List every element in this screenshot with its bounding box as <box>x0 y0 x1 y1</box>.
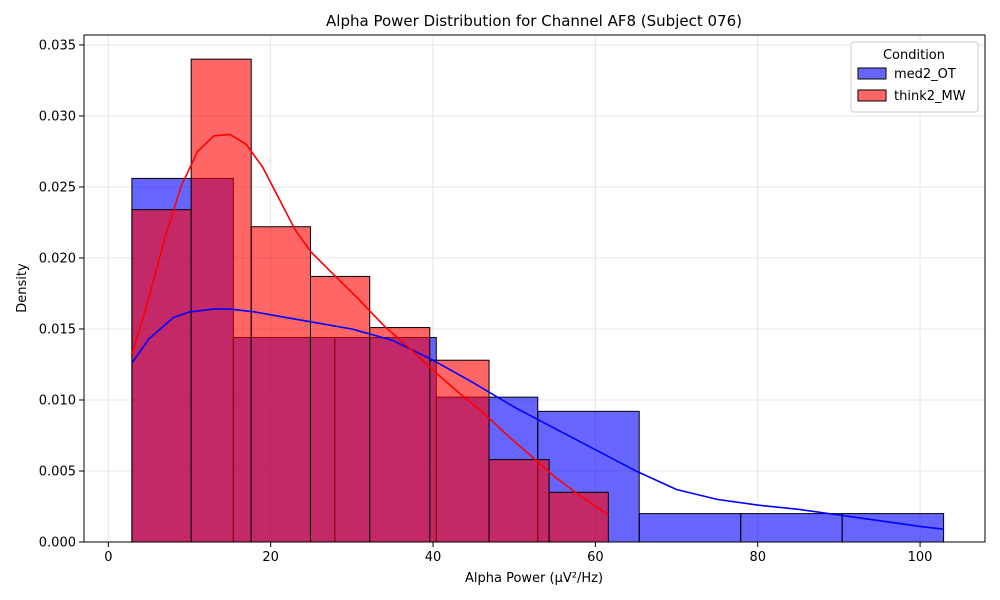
bar-think2-mw <box>429 359 490 543</box>
bars-layer <box>131 58 945 543</box>
y-tick-label: 0.015 <box>39 322 76 337</box>
x-tick-label: 100 <box>908 550 933 565</box>
x-tick-label: 80 <box>749 550 766 565</box>
legend-swatch-med2-ot <box>857 67 887 80</box>
legend-label-think2-mw: think2_MW <box>894 89 966 104</box>
x-tick-label: 60 <box>587 550 604 565</box>
kde-line-think2-mw <box>131 133 609 516</box>
legend-swatch-think2-mw <box>857 89 887 102</box>
legend-label-med2-ot: med2_OT <box>894 67 956 82</box>
axes-layer: 0 20 40 60 80 100 0.000 0.005 0.010 0.015 0.020 0.0… <box>39 38 933 565</box>
y-tick-label: 0.010 <box>39 393 76 408</box>
legend: Condition med2_OT think2_MW <box>850 41 979 113</box>
kde-line-med2-ot <box>131 308 944 530</box>
y-tick-label: 0.020 <box>39 251 76 266</box>
bar-think2-mw <box>190 58 252 543</box>
y-tick-label: 0.030 <box>39 109 76 124</box>
bar-think2-mw <box>369 327 431 543</box>
kde-layer <box>131 133 944 530</box>
bar-think2-mw <box>488 459 550 543</box>
legend-title: Condition <box>883 48 945 63</box>
x-tick-label: 0 <box>104 550 112 565</box>
plot-frame <box>83 34 986 543</box>
y-tick-label: 0.025 <box>39 180 76 195</box>
bar-think2-mw <box>548 491 609 543</box>
bar-think2-mw <box>131 209 192 543</box>
chart-title: Alpha Power Distribution for Channel AF8… <box>326 12 742 30</box>
y-tick-label: 0.005 <box>39 464 76 479</box>
x-tick-label: 20 <box>262 550 279 565</box>
y-axis-label: Density <box>15 263 30 313</box>
x-axis-label: Alpha Power (μV²/Hz) <box>465 571 603 586</box>
bar-med2-ot <box>638 513 742 543</box>
x-tick-label: 40 <box>425 550 442 565</box>
bar-think2-mw <box>309 275 371 543</box>
bar-think2-mw <box>250 226 311 543</box>
y-tick-label: 0.035 <box>39 38 76 53</box>
bar-med2-ot <box>740 513 843 543</box>
y-tick-label: 0.000 <box>39 536 76 551</box>
